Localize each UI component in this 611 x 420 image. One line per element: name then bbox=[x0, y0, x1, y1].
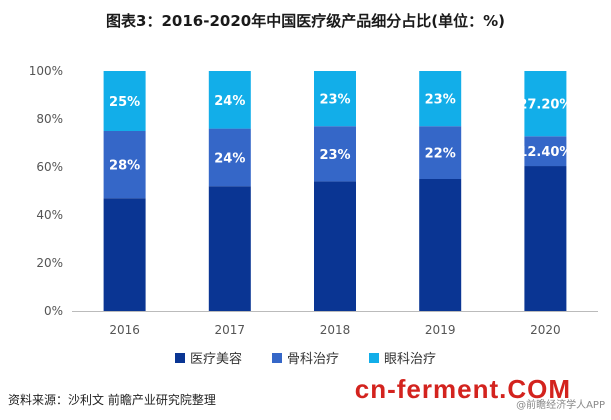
bar-segment bbox=[419, 179, 462, 311]
legend-item-orthopedic: 骨科治疗 bbox=[271, 348, 339, 367]
bar-segment bbox=[314, 126, 356, 182]
bar-segment bbox=[314, 181, 356, 311]
legend-label-medical-beauty: 医疗美容 bbox=[189, 352, 242, 367]
data-label: 24% bbox=[214, 151, 245, 166]
y-tick-label: 20% bbox=[36, 256, 63, 270]
bar-segment bbox=[208, 128, 251, 187]
y-tick-label: 100% bbox=[29, 64, 63, 78]
credit-note: @前瞻经济学人APP bbox=[516, 400, 605, 411]
y-tick-label: 60% bbox=[36, 160, 63, 174]
data-label: 23% bbox=[319, 93, 350, 108]
bar-segment bbox=[419, 71, 462, 127]
y-tick-label: 0% bbox=[44, 304, 63, 318]
x-tick-label: 2019 bbox=[425, 323, 456, 337]
data-label: 23% bbox=[319, 148, 350, 163]
data-label: 24% bbox=[214, 94, 245, 109]
chart-title: 图表3：2016-2020年中国医疗级产品细分占比(单位：%) bbox=[106, 12, 505, 30]
bar-segment bbox=[103, 131, 146, 199]
bar-segment bbox=[103, 71, 146, 131]
bar-segment bbox=[208, 71, 251, 129]
legend-label-orthopedic: 骨科治疗 bbox=[286, 352, 339, 367]
data-label: 22% bbox=[425, 147, 456, 162]
x-tick-label: 2017 bbox=[215, 323, 246, 337]
bar-segment bbox=[524, 136, 567, 167]
data-label: 28% bbox=[109, 159, 140, 174]
legend-swatch-ophthalmic bbox=[369, 352, 379, 363]
data-label: 23% bbox=[425, 93, 456, 108]
y-tick-label: 40% bbox=[36, 208, 63, 222]
bar-segment bbox=[419, 126, 462, 179]
legend-item-ophthalmic: 眼科治疗 bbox=[369, 348, 436, 367]
x-tick-label: 2020 bbox=[530, 323, 561, 337]
legend: 医疗美容 骨科治疗 眼科治疗 bbox=[0, 348, 611, 367]
legend-swatch-medical-beauty bbox=[174, 352, 185, 363]
bar-segment bbox=[314, 71, 356, 127]
source-note: 资料来源：沙利文 前瞻产业研究院整理 bbox=[8, 393, 216, 407]
bar-segment bbox=[208, 186, 251, 311]
data-label: 27.20% bbox=[518, 98, 572, 113]
legend-item-medical-beauty: 医疗美容 bbox=[174, 348, 242, 367]
bar-segment bbox=[524, 71, 567, 137]
bar-segment bbox=[103, 198, 146, 311]
x-tick-label: 2016 bbox=[109, 323, 140, 337]
bar-segment bbox=[524, 166, 567, 311]
legend-label-ophthalmic: 眼科治疗 bbox=[384, 352, 437, 367]
legend-swatch-orthopedic bbox=[271, 352, 282, 363]
x-tick-label: 2018 bbox=[320, 323, 351, 337]
y-tick-label: 80% bbox=[36, 112, 63, 126]
data-label: 25% bbox=[109, 95, 140, 110]
brand-watermark: cn-ferment.COM bbox=[354, 374, 571, 404]
data-label: 12.40% bbox=[518, 145, 572, 160]
